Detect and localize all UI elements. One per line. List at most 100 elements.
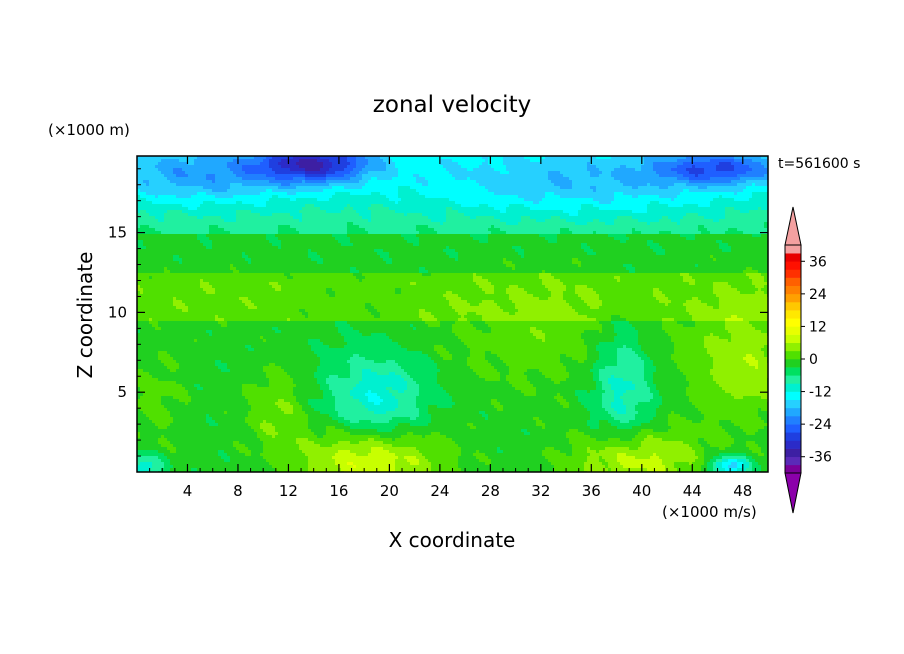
field-cell [596, 156, 600, 160]
field-cell [602, 183, 606, 187]
field-cell [320, 213, 324, 217]
field-cell [341, 189, 345, 193]
field-cell [764, 177, 768, 181]
field-cell [410, 222, 414, 226]
field-cell [389, 186, 393, 190]
field-cell [233, 168, 237, 172]
field-cell [161, 201, 165, 205]
field-cell [287, 168, 291, 172]
field-cell [182, 183, 186, 187]
field-cell [167, 216, 171, 220]
field-cell [371, 210, 375, 214]
field-cell [257, 186, 261, 190]
field-cell [305, 189, 309, 193]
field-cell [731, 198, 735, 202]
field-cell [440, 225, 444, 229]
field-cell [293, 159, 297, 163]
field-cell [368, 195, 372, 199]
field-cell [326, 201, 330, 205]
field-cell [176, 198, 180, 202]
field-cell [566, 162, 570, 166]
field-cell [209, 177, 213, 181]
field-cell [659, 177, 663, 181]
field-cell [212, 222, 216, 226]
field-cell [758, 201, 762, 205]
field-cell [638, 204, 642, 208]
field-cell [296, 162, 300, 166]
field-cell [194, 180, 198, 184]
field-cell [488, 168, 492, 172]
field-cell [479, 192, 483, 196]
field-cell [191, 186, 195, 190]
field-cell [194, 171, 198, 175]
field-cell [497, 162, 501, 166]
field-cell [542, 183, 546, 187]
field-cell [155, 213, 159, 217]
field-cell [644, 207, 648, 211]
field-cell [602, 162, 606, 166]
field-cell [239, 213, 243, 217]
field-cell [647, 195, 651, 199]
field-cell [203, 189, 207, 193]
field-cell [215, 159, 219, 163]
field-cell [368, 186, 372, 190]
field-cell [671, 180, 675, 184]
field-cell [428, 222, 432, 226]
field-cell [434, 204, 438, 208]
field-cell [188, 207, 192, 211]
field-cell [164, 222, 168, 226]
field-cell [641, 162, 645, 166]
field-cell [227, 195, 231, 199]
field-cell [248, 156, 252, 160]
field-cell [464, 207, 468, 211]
field-cell [347, 156, 351, 160]
field-cell [656, 207, 660, 211]
field-cell [302, 171, 306, 175]
field-cell [197, 210, 201, 214]
field-cell [167, 213, 171, 217]
field-cell [548, 174, 552, 178]
field-cell [338, 165, 342, 169]
field-cell [728, 207, 732, 211]
field-cell [473, 192, 477, 196]
field-cell [164, 168, 168, 172]
field-cell [203, 192, 207, 196]
field-cell [677, 210, 681, 214]
field-cell [206, 162, 210, 166]
field-cell [539, 210, 543, 214]
field-cell [491, 171, 495, 175]
field-cell [668, 207, 672, 211]
field-cell [341, 156, 345, 160]
field-cell [299, 207, 303, 211]
field-cell [158, 207, 162, 211]
field-cell [305, 213, 309, 217]
field-cell [275, 204, 279, 208]
field-cell [443, 219, 447, 223]
field-cell [653, 222, 657, 226]
field-cell [506, 213, 510, 217]
field-cell [551, 156, 555, 160]
field-cell [323, 225, 327, 229]
field-cell [239, 198, 243, 202]
field-cell [359, 180, 363, 184]
field-cell [284, 192, 288, 196]
field-cell [704, 207, 708, 211]
field-cell [563, 213, 567, 217]
field-cell [413, 156, 417, 160]
field-cell [584, 189, 588, 193]
field-cell [305, 210, 309, 214]
field-cell [344, 189, 348, 193]
field-cell [347, 159, 351, 163]
field-cell [653, 162, 657, 166]
field-cell [323, 186, 327, 190]
field-cell [719, 183, 723, 187]
field-cell [728, 183, 732, 187]
field-cell [629, 177, 633, 181]
field-cell [299, 165, 303, 169]
field-cell [476, 180, 480, 184]
field-cell [176, 189, 180, 193]
field-cell [479, 201, 483, 205]
field-cell [230, 168, 234, 172]
field-cell [275, 225, 279, 229]
field-cell [458, 213, 462, 217]
